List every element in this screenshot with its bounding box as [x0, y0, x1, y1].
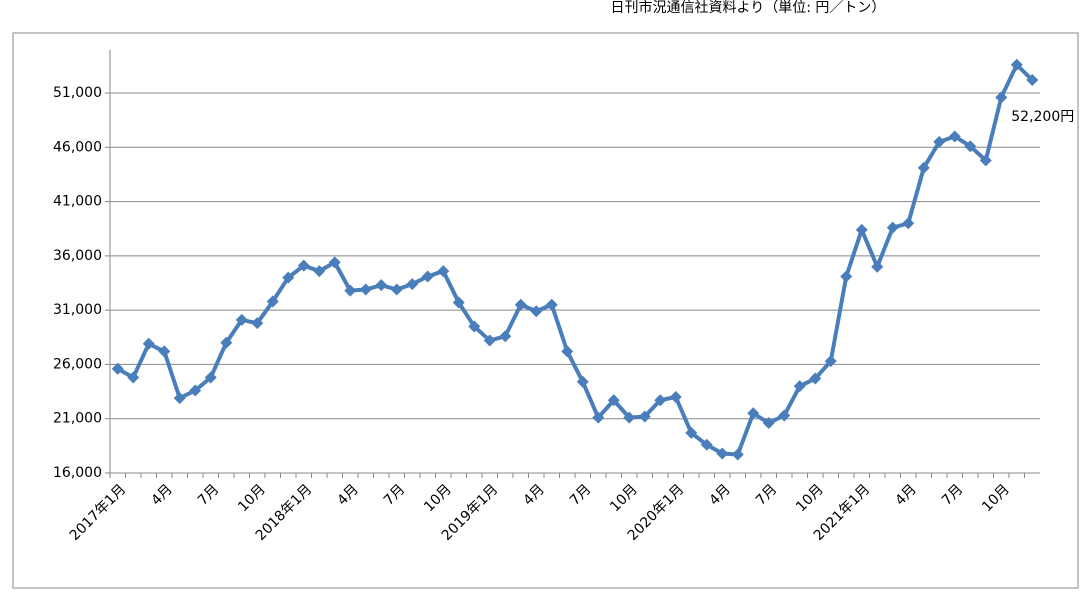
point-marker	[716, 447, 729, 460]
point-marker	[297, 259, 310, 272]
point-marker	[917, 161, 930, 174]
point-marker	[964, 140, 977, 153]
point-marker	[437, 265, 450, 278]
point-marker	[266, 295, 279, 308]
y-tick-label: 31,000	[53, 302, 102, 318]
point-marker	[685, 426, 698, 439]
point-marker	[452, 296, 465, 309]
point-marker	[561, 345, 574, 358]
point-marker	[778, 409, 791, 422]
point-marker	[127, 371, 140, 384]
point-marker	[499, 330, 512, 343]
point-marker	[220, 336, 233, 349]
point-marker	[235, 313, 248, 326]
point-marker	[995, 91, 1008, 104]
point-marker	[375, 279, 388, 292]
point-marker	[483, 334, 496, 347]
point-marker	[840, 270, 853, 283]
y-tick-label: 46,000	[53, 139, 102, 155]
point-marker	[545, 298, 558, 311]
point-marker	[623, 411, 636, 424]
point-marker	[979, 154, 992, 167]
point-marker	[902, 217, 915, 230]
point-marker	[189, 384, 202, 397]
point-marker	[948, 130, 961, 143]
point-marker	[824, 355, 837, 368]
point-marker	[514, 298, 527, 311]
point-marker	[142, 337, 155, 350]
point-marker	[406, 278, 419, 291]
point-marker	[809, 372, 822, 385]
point-marker	[700, 438, 713, 451]
point-marker	[173, 392, 186, 405]
point-marker	[762, 417, 775, 430]
point-marker	[1010, 58, 1023, 71]
point-marker	[282, 271, 295, 284]
point-marker	[158, 345, 171, 358]
point-marker	[1026, 73, 1039, 86]
line	[116, 62, 1034, 457]
point-marker	[344, 284, 357, 297]
point-marker	[607, 394, 620, 407]
point-marker	[669, 391, 682, 404]
point-marker	[390, 283, 403, 296]
point-marker	[468, 320, 481, 333]
y-tick-label: 51,000	[53, 85, 102, 101]
point-marker	[576, 375, 589, 388]
point-marker	[204, 371, 217, 384]
y-tick-label: 41,000	[53, 194, 102, 210]
point-marker	[251, 317, 264, 330]
point-marker	[654, 394, 667, 407]
point-marker	[421, 270, 434, 283]
data-label: 52,200円	[1011, 109, 1074, 125]
point-marker	[638, 410, 651, 423]
point-marker	[111, 362, 124, 375]
y-tick-label: 36,000	[53, 248, 102, 264]
y-tick-label: 21,000	[53, 411, 102, 427]
y-tick-label: 16,000	[53, 465, 102, 481]
point-marker	[747, 407, 760, 420]
point-marker	[886, 221, 899, 234]
point-marker	[871, 260, 884, 273]
point-marker	[313, 265, 326, 278]
point-marker	[530, 305, 543, 318]
point-marker	[855, 223, 868, 236]
point-marker	[328, 256, 341, 269]
chart-title: 日刊市況通信社資料より（単位: 円／トン）	[611, 0, 886, 16]
point-marker	[793, 380, 806, 393]
point-marker	[933, 135, 946, 148]
point-marker	[592, 411, 605, 424]
point-marker	[731, 448, 744, 461]
y-tick-label: 26,000	[53, 356, 102, 372]
point-marker	[359, 283, 372, 296]
